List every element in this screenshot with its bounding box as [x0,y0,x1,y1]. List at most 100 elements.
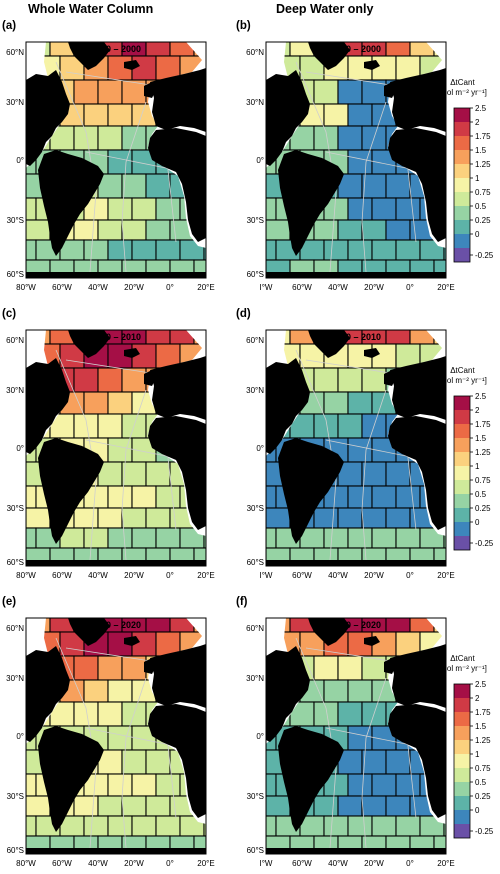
land-mass [364,348,380,358]
land-mass [364,636,380,646]
x-tick-label: 20°E [437,283,454,292]
land-mass [68,618,110,646]
land-mass [150,644,206,708]
y-tick-label: 30°N [6,98,24,107]
map-frame [25,41,207,279]
colorbar-tick-label: 0.25 [475,216,491,225]
field-cell [97,655,123,681]
land-mass [150,68,206,132]
period-label: 2000 – 2010 [331,332,381,342]
colorbar-swatch [454,712,470,726]
panel-letter-a: (a) [2,20,17,32]
field-cell [337,507,363,529]
y-tick-label: 0° [256,444,264,453]
field-cell [107,239,133,261]
x-tick-label: 20°E [437,859,454,868]
colorbar-tick-label: -0.25 [475,827,494,836]
cruise-track [295,349,337,561]
colorbar-tick-label: 0 [475,518,480,527]
cruise-track [55,349,97,561]
field-cell [266,219,291,241]
colorbar-tick-label: 1.5 [475,434,487,443]
field-cell [83,679,109,703]
period-label: 2010 – 2020 [91,620,141,630]
field-cell [337,413,363,439]
x-tick-label: 40°W [88,859,108,868]
x-tick-label: 20°W [124,283,144,292]
field-cell [347,485,373,509]
colorbar-tick-label: 2 [475,118,480,127]
y-tick-label: 60°S [247,558,264,567]
x-tick-label: 60°W [292,859,312,868]
colorbar-svg: 2.5 2 1.75 1.5 1.25 1 0.75 0.5 0.25 0 -0.25 [453,392,494,551]
y-tick-label: 60°S [7,846,24,855]
field-cell [121,173,147,199]
colorbar-tick-label: 1.5 [475,722,487,731]
field-cell [145,749,171,775]
y-tick-label: 60°S [7,270,24,279]
field-cell [371,815,397,837]
cruise-track [361,101,387,273]
land-mass [144,658,156,674]
land-mass [388,704,446,818]
field-cell [26,795,51,817]
colorbar-tick-label: 0.75 [475,764,491,773]
field-cell [347,239,373,261]
map-svg: 1990 – 2000 60°N 30°N 0° 30°S 60°S I°W 60°W 40°W… [246,41,455,292]
colorbar-swatch [454,192,470,206]
map-frame [265,41,447,279]
x-tick-label: 0° [166,571,174,580]
field-cell [337,655,363,681]
y-tick-label: 60°S [247,270,264,279]
colorbar-tick-label: 2.5 [475,680,487,689]
field-cell [323,103,349,127]
x-tick-label: 20°W [364,859,384,868]
x-tick-label: 60°W [292,571,312,580]
field-cell [385,330,411,345]
column-title-whole-water: Whole Water Column [28,2,154,16]
field-cell [155,815,181,837]
x-tick-label: 20°E [197,859,214,868]
land-mass [384,370,396,386]
colorbar-swatch [454,452,470,466]
x-tick-label: 20°E [437,571,454,580]
colorbar-swatch [454,466,470,480]
field-cell [155,485,181,509]
x-tick-label: 80°W [16,859,36,868]
field-cell [97,79,123,105]
land-mass [150,356,206,420]
field-cell [266,527,277,549]
colorbar-tick-label: 1 [475,750,480,759]
map-frame [25,617,207,855]
field-cell [145,795,171,817]
y-tick-label: 60°S [247,846,264,855]
land-mass [26,848,206,854]
field-cell [337,79,363,105]
colorbar-tick-label: 0 [475,230,480,239]
field-cell [313,219,339,241]
field-cell [313,655,339,681]
y-tick-label: 60°S [7,558,24,567]
field-cell [73,413,99,439]
y-tick-label: 0° [16,444,24,453]
land-mass [38,726,104,832]
colorbar-swatch [454,178,470,192]
x-tick-label: 0° [166,283,174,292]
x-tick-label: 40°W [328,859,348,868]
colorbar-swatch [454,494,470,508]
x-tick-label: 0° [166,859,174,868]
land-mass [26,70,70,166]
field-cell [83,391,109,415]
field-cell [155,773,181,797]
panel-letter-c: (c) [2,308,17,320]
field-cell [371,485,397,509]
field-cell [385,461,411,487]
y-tick-label: 30°N [246,674,264,683]
land-mass [266,272,446,278]
field-cell [385,507,411,529]
cruise-track [295,637,337,849]
y-tick-label: 60°N [246,336,264,345]
x-tick-label: 60°W [52,283,72,292]
map-svg: 2000 – 2010 60°N 30°N 0° 30°S 60°S I°W 60°W 40°W… [246,329,455,580]
field-cell [107,725,133,751]
